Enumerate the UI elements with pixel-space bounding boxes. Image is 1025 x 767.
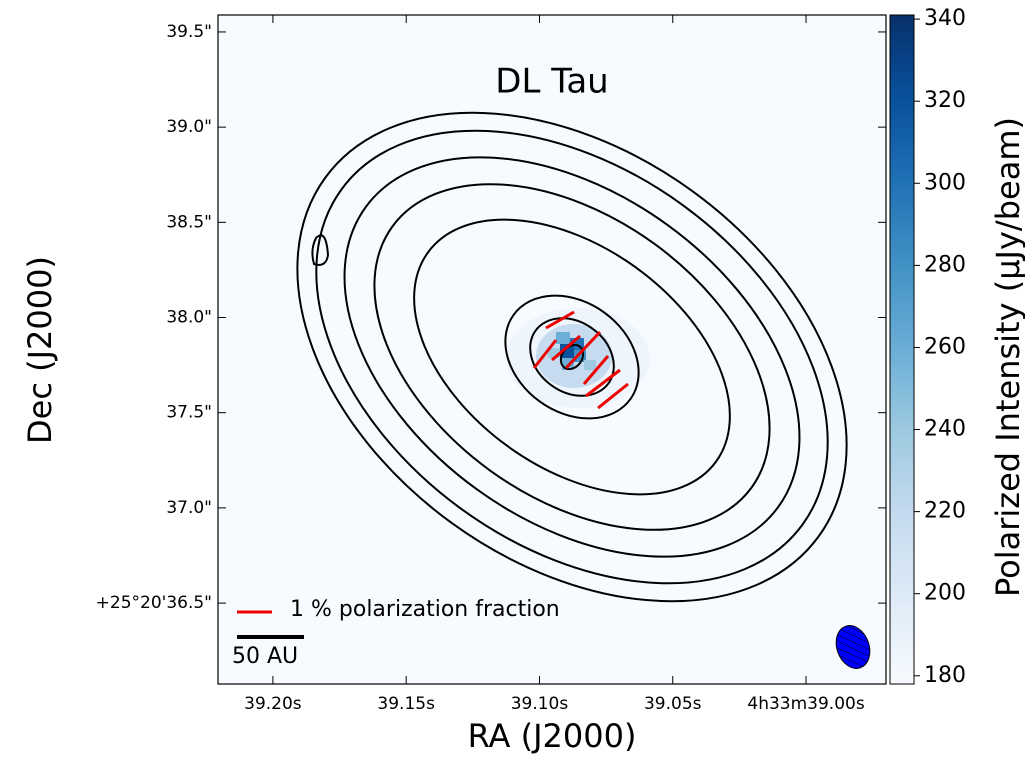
colorbar-tick-label: 300 — [924, 170, 966, 195]
colorbar-label: Polarized Intensity (μJy/beam) — [989, 117, 1025, 597]
x-axis-label: RA (J2000) — [468, 717, 637, 755]
colorbar-tick-label: 260 — [924, 334, 966, 359]
colorbar-tick-label: 340 — [924, 6, 966, 31]
legend-text: 1 % polarization fraction — [290, 597, 560, 622]
x-tick-label: 39.15s — [377, 694, 435, 714]
colorbar-tick-label: 320 — [924, 88, 966, 113]
colorbar — [890, 15, 914, 684]
colorbar-tick-label: 280 — [924, 252, 966, 277]
y-axis-label: Dec (J2000) — [21, 256, 59, 444]
colorbar-tick-label: 240 — [924, 417, 966, 442]
colorbar-tick-label: 200 — [924, 581, 966, 606]
y-tick-label: 38.0" — [166, 308, 212, 328]
colorbar-tick-label: 220 — [924, 499, 966, 524]
x-tick-label: 4h33m39.00s — [747, 694, 864, 714]
chart-title: DL Tau — [495, 62, 608, 102]
x-tick-label: 39.05s — [644, 694, 702, 714]
x-tick-label: 39.10s — [511, 694, 569, 714]
chart: DL Tau RA (J2000) Dec (J2000) 1 % polari… — [0, 0, 1025, 767]
y-tick-label: 37.5" — [166, 403, 212, 423]
y-tick-label: 39.5" — [166, 22, 212, 42]
y-tick-label: 37.0" — [166, 498, 212, 518]
x-tick-label: 39.20s — [244, 694, 302, 714]
scale-bar-label: 50 AU — [232, 644, 298, 669]
y-tick-label: 38.5" — [166, 212, 212, 232]
y-tick-label: +25°20'36.5" — [96, 593, 212, 613]
colorbar-tick-label: 180 — [924, 663, 966, 688]
emission — [506, 308, 650, 408]
y-tick-label: 39.0" — [166, 117, 212, 137]
